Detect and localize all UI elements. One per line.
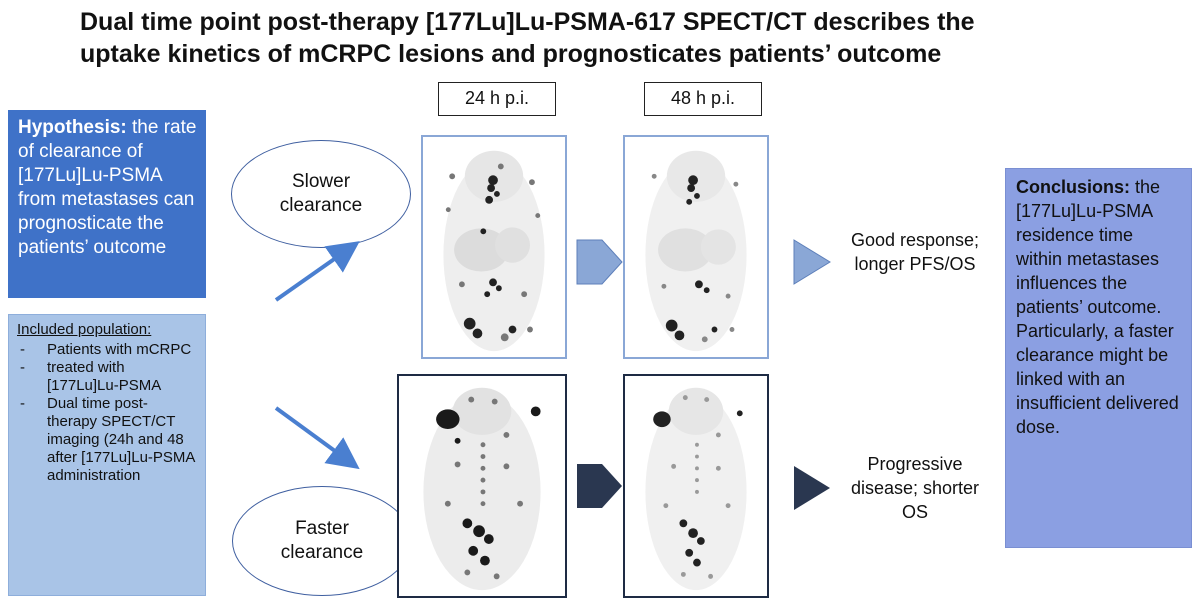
scan-slow-48h-image (623, 135, 769, 359)
scan-slow-24h-image (421, 135, 567, 359)
conclusions-lead: Conclusions: (1016, 177, 1131, 197)
timepoint-24h-label: 24 h p.i. (438, 82, 556, 116)
scan-fast-24h-image (397, 374, 567, 598)
population-item: Dual time post-therapy SPECT/CT imaging … (17, 395, 197, 485)
faster-clearance-ellipse: Faster clearance (232, 486, 412, 596)
chevron-fast-icon (577, 464, 622, 508)
triangle-fast-icon (794, 466, 830, 510)
hypothesis-text: the rate of clearance of [177Lu]Lu-PSMA … (18, 117, 197, 258)
title-line-1: Dual time point post-therapy [177Lu]Lu-P… (80, 8, 975, 36)
hypothesis-lead: Hypothesis: (18, 117, 127, 138)
slower-clearance-ellipse: Slower clearance (231, 140, 411, 248)
population-box: Included population: Patients with mCRPC… (8, 314, 206, 596)
slower-clearance-label: Slower clearance (279, 171, 363, 216)
triangle-slow-icon (793, 239, 831, 285)
hypothesis-box: Hypothesis: the rate of clearance of [17… (8, 110, 206, 298)
population-list: Patients with mCRPC treated with [177Lu]… (17, 341, 197, 485)
outcome-slow-text: Good response; longer PFS/OS (850, 230, 980, 274)
page-title: Dual time point post-therapy [177Lu]Lu-P… (80, 6, 1180, 70)
arrow-to-slower (274, 241, 360, 302)
faster-clearance-label: Faster clearance (280, 518, 364, 563)
title-line-2: uptake kinetics of mCRPC lesions and pro… (80, 40, 942, 68)
chevron-slow-icon (576, 239, 623, 285)
conclusions-box: Conclusions: the [177Lu]Lu-PSMA residenc… (1005, 168, 1192, 548)
scan-fast-48h-image (623, 374, 769, 598)
outcome-fast-text: Progressive disease; shorter OS (850, 454, 980, 522)
population-item: treated with [177Lu]Lu-PSMA (17, 359, 197, 395)
population-heading: Included population: (17, 321, 152, 338)
timepoint-48h-label: 48 h p.i. (644, 82, 762, 116)
population-item: Patients with mCRPC (17, 341, 197, 359)
conclusions-text: the [177Lu]Lu-PSMA residence time within… (1016, 177, 1179, 437)
arrow-to-faster (274, 406, 360, 470)
